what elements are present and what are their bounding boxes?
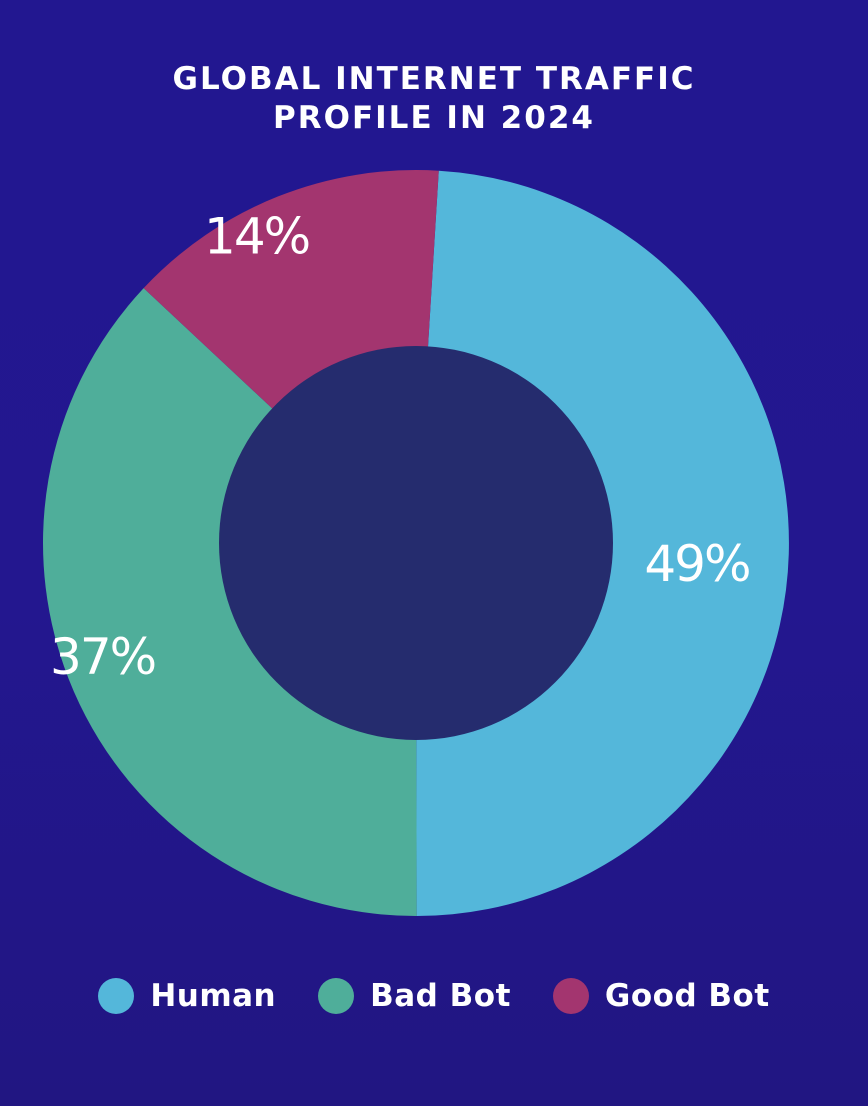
slice-label-human: 49%	[644, 535, 749, 593]
slice-label-bad-bot: 37%	[50, 628, 155, 686]
chart-title: GLOBAL INTERNET TRAFFIC PROFILE IN 2024	[0, 60, 868, 138]
chart-title-line-2: PROFILE IN 2024	[273, 100, 595, 136]
legend-swatch-bad-bot	[318, 978, 355, 1014]
donut-hole	[219, 346, 613, 740]
legend-item-human[interactable]: Human	[98, 978, 276, 1014]
legend-item-bad-bot[interactable]: Bad Bot	[318, 978, 511, 1014]
slice-label-good-bot: 14%	[204, 208, 309, 266]
legend-label-good-bot: Good Bot	[604, 978, 770, 1014]
chart-title-line-1: GLOBAL INTERNET TRAFFIC	[172, 61, 696, 97]
chart-legend: Human Bad Bot Good Bot	[0, 978, 868, 1014]
legend-label-human: Human	[150, 978, 277, 1014]
legend-item-good-bot[interactable]: Good Bot	[552, 978, 770, 1014]
legend-swatch-good-bot	[552, 978, 589, 1014]
legend-swatch-human	[98, 978, 135, 1014]
legend-label-bad-bot: Bad Bot	[370, 978, 511, 1014]
slice-labels: 49% 37% 14%	[50, 208, 751, 686]
